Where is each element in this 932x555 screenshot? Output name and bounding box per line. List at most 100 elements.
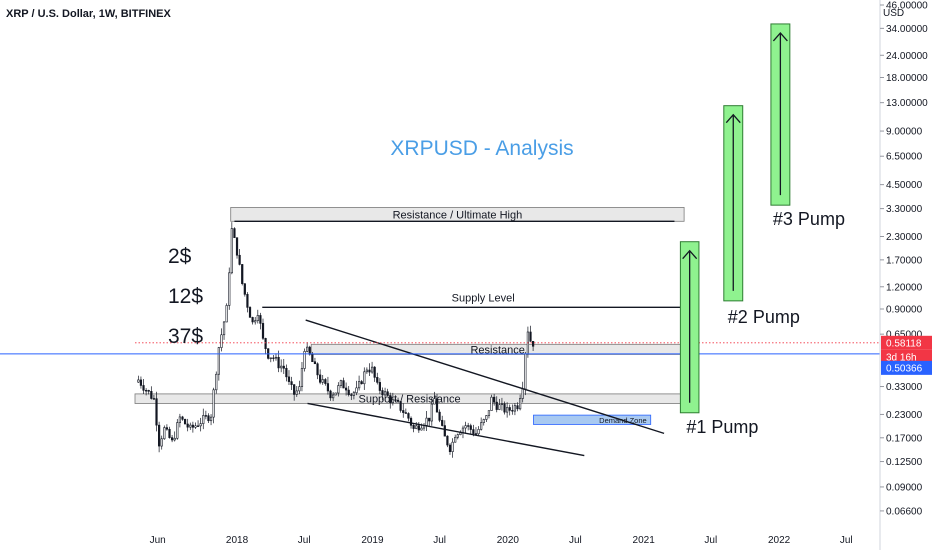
candle-body-127 (467, 425, 470, 427)
time-tick-label: Jul (704, 535, 717, 546)
candle-body-133 (482, 419, 485, 423)
price-tick-label: 1.70000 (886, 255, 923, 266)
candle-body-29 (212, 389, 215, 418)
chart-title: XRPUSD - Analysis (390, 137, 573, 160)
candle-body-94 (381, 390, 384, 396)
candle-body-64 (303, 351, 306, 369)
time-tick-label: Jun (150, 535, 166, 546)
candle-body-52 (272, 357, 275, 359)
candle-body-143 (508, 407, 511, 411)
candle-body-70 (319, 374, 322, 383)
time-tick-label: Jul (840, 535, 853, 546)
price-tick-label: 18.00000 (886, 73, 928, 84)
candle-body-42 (246, 294, 249, 308)
candle-body-130 (474, 433, 478, 435)
price-tick-label: 0.06600 (886, 506, 923, 517)
candle-body-60 (293, 384, 296, 395)
candle-body-61 (295, 390, 298, 395)
candle-body-139 (498, 404, 501, 410)
time-tick-label: Jul (298, 535, 311, 546)
price-tick-label: 0.65000 (886, 330, 923, 341)
candle-body-81 (347, 389, 350, 396)
candle-body-145 (513, 405, 517, 412)
candle-body-115 (435, 398, 439, 413)
pumps-layer: #1 Pump #2 Pump #3 Pump (679, 23, 845, 437)
candle-body-137 (493, 396, 496, 403)
last-price-badge-label: 0.58118 (886, 338, 922, 349)
zone-label-3: Support / Resistance (358, 394, 460, 406)
candle-body-109 (420, 427, 423, 431)
candle-body-62 (298, 386, 301, 392)
time-tick-label: Jul (433, 535, 446, 546)
trendline-2 (307, 402, 585, 457)
candle-body-144 (511, 410, 514, 412)
candle-body-113 (430, 403, 433, 422)
candle-body-17 (181, 416, 184, 420)
price-tick-label: 0.90000 (886, 305, 923, 316)
candle-body-85 (357, 381, 361, 389)
candle-body-0 (137, 379, 140, 383)
countdown-badge-label: 3d 16h (886, 352, 917, 363)
candle-body-39 (238, 254, 241, 265)
price-tick-label: 0.12500 (886, 457, 923, 468)
candle-body-68 (313, 361, 317, 365)
candle-body-18 (183, 418, 187, 425)
candle-body-123 (456, 434, 459, 438)
price-tick-label: 24.00000 (886, 51, 928, 62)
candle-body-4 (147, 390, 150, 392)
zone-label-1: Resistance / Ultimate High (393, 209, 523, 221)
candle-body-10 (163, 427, 166, 440)
candle-body-112 (428, 417, 431, 422)
candle-body-151 (529, 331, 532, 342)
candle-body-58 (287, 376, 291, 382)
candle-body-37 (233, 228, 236, 238)
candle-body-100 (396, 399, 400, 402)
price-tick-label: 4.50000 (886, 180, 923, 191)
candle-body-136 (490, 396, 493, 411)
side-label-12: 12$ (168, 285, 203, 308)
candle-body-12 (168, 428, 171, 438)
candle-body-84 (355, 387, 358, 394)
candle-body-13 (170, 437, 174, 441)
price-tick-label: 0.17000 (886, 433, 923, 444)
price-tick-label: 46.00000 (886, 1, 928, 12)
candle-body-23 (196, 425, 200, 427)
candle-body-5 (150, 391, 153, 399)
pump-arrow-head-2 (725, 113, 741, 124)
pump-label-2: #2 Pump (728, 307, 800, 327)
pump-label-3: #3 Pump (773, 209, 845, 229)
pump-arrow-head-3 (772, 31, 788, 42)
candle-body-148 (521, 388, 524, 399)
candle-body-1 (139, 379, 143, 386)
candle-body-41 (243, 283, 246, 295)
candle-body-34 (225, 305, 228, 323)
price-tick-label: 0.09000 (886, 482, 923, 493)
candle-body-45 (254, 320, 257, 323)
candle-body-54 (277, 356, 280, 369)
candle-body-49 (264, 338, 267, 349)
candle-body-90 (370, 366, 374, 373)
candle-body-25 (202, 415, 205, 424)
price-tick-label: 0.33000 (886, 382, 923, 393)
candle-body-79 (342, 380, 345, 389)
candle-body-121 (451, 441, 454, 452)
candle-body-138 (495, 401, 498, 410)
candle-body-26 (204, 415, 207, 417)
candle-body-107 (415, 425, 418, 429)
candle-body-96 (386, 391, 389, 396)
candle-body-114 (433, 398, 436, 405)
candle-body-74 (329, 390, 332, 399)
candle-body-28 (209, 416, 213, 422)
candle-body-91 (373, 366, 376, 378)
candle-body-63 (300, 368, 304, 387)
side-label-37: 37$ (168, 325, 203, 348)
candle-body-129 (472, 429, 475, 434)
trendline-1 (305, 319, 665, 435)
candle-body-69 (316, 363, 319, 376)
candles-layer (137, 222, 535, 458)
horizontal-line-badge-box (881, 360, 932, 375)
time-tick-label: 2021 (633, 535, 656, 546)
candle-body-73 (326, 383, 330, 392)
